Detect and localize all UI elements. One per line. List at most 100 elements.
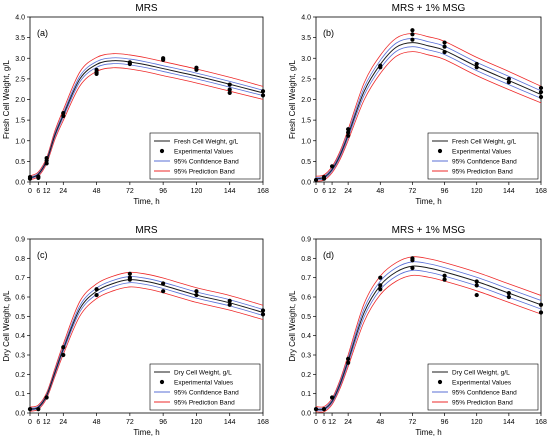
data-point [378,287,383,292]
data-point [44,155,49,161]
data-point [161,289,166,294]
y-axis-label: Fresh Cell Weight, g/L [2,59,11,139]
x-tick-label: 72 [126,188,134,195]
legend-fit-label: Fresh Cell Weight, g/L [452,139,517,146]
data-point [194,65,199,70]
x-tick-label: 168 [257,419,269,426]
data-point [260,308,266,313]
y-tick-label: 2.5 [15,76,25,83]
data-point [194,289,199,294]
legend-confidence-label: 95% Confidence Band [174,159,239,166]
legend-experimental-label: Experimental Values [452,149,512,156]
y-tick-label: 0.5 [301,314,311,321]
plot-frame [29,238,264,414]
x-tick-label: 96 [441,419,449,426]
data-point [27,407,33,412]
legend-fit-label: Dry Cell Weight, g/L [174,370,232,377]
x-tick-label: 168 [535,419,547,426]
y-tick-label: 0.5 [15,159,25,166]
data-point [442,44,447,49]
x-tick-label: 120 [471,188,483,195]
data-point [94,292,99,298]
data-point [410,265,415,271]
x-tick-label: 48 [376,419,384,426]
data-point [506,291,511,296]
legend-prediction-label: 95% Prediction Band [174,400,235,407]
x-axis-label: Time, h [415,428,441,437]
chart-title: MRS [135,225,158,236]
data-point [474,65,479,70]
data-point [194,292,199,298]
data-point [474,279,479,284]
data-point [346,130,351,135]
y-tick-label: 2.0 [301,97,311,104]
x-tick-label: 168 [535,188,547,195]
x-tick-label: 120 [191,188,203,195]
y-tick-label: 3.5 [15,35,25,42]
legend-confidence-label: 95% Confidence Band [452,159,517,166]
data-point [61,113,66,119]
y-tick-label: 0.4 [15,333,25,340]
x-tick-label: 6 [322,419,326,426]
data-point [442,273,447,278]
x-tick-label: 144 [503,188,515,195]
x-tick-label: 72 [126,419,134,426]
x-tick-label: 120 [191,419,203,426]
fit-line [30,279,263,410]
y-tick-label: 0.2 [301,372,311,379]
y-tick-label: 0.0 [15,180,25,187]
x-axis-label: Time, h [133,428,159,437]
prediction-band-upper [30,53,263,177]
y-tick-label: 0.6 [15,295,25,302]
x-tick-label: 48 [93,419,101,426]
data-point [227,87,232,92]
data-point [61,345,66,350]
data-point [329,164,335,169]
panel-label: (d) [323,250,334,260]
x-tick-label: 168 [257,188,269,195]
legend-fit-label: Dry Cell Weight, g/L [452,370,510,377]
y-tick-label: 0.0 [15,411,25,418]
x-tick-label: 96 [441,188,449,195]
y-tick-label: 1.0 [301,138,311,145]
data-point [227,82,232,87]
x-tick-label: 12 [328,419,336,426]
data-point [127,275,132,280]
x-tick-label: 12 [43,419,51,426]
y-tick-label: 3.0 [15,56,25,63]
y-tick-label: 4.0 [301,15,311,22]
chart-title: MRS + 1% MSG [392,3,466,14]
legend-confidence-label: 95% Confidence Band [174,390,239,397]
prediction-band-lower [316,51,541,182]
y-tick-label: 0.9 [15,237,25,244]
x-tick-label: 0 [314,419,318,426]
x-tick-label: 24 [344,419,352,426]
x-tick-label: 120 [471,419,483,426]
x-tick-label: 24 [59,419,67,426]
y-tick-label: 2.5 [301,76,311,83]
data-point [474,283,479,288]
data-point [36,174,41,179]
chart-title: MRS [135,3,158,14]
x-tick-label: 24 [344,188,352,195]
y-tick-label: 3.0 [301,56,311,63]
x-tick-label: 12 [328,188,336,195]
y-tick-label: 1.5 [15,118,25,125]
data-point [410,32,415,37]
y-tick-label: 0.7 [301,275,311,282]
x-axis-label: Time, h [133,197,159,206]
data-point [410,256,415,261]
data-point [442,49,447,55]
data-point [27,174,33,180]
data-point [61,352,66,358]
legend-confidence-label: 95% Confidence Band [452,390,517,397]
panel-label: (c) [37,250,48,260]
data-point [61,111,66,116]
data-point [127,60,132,65]
confidence-band-lower [316,269,541,412]
data-point [227,90,232,95]
y-tick-label: 0.1 [301,391,311,398]
panel-label: (a) [37,28,48,38]
y-tick-label: 0.9 [301,237,311,244]
